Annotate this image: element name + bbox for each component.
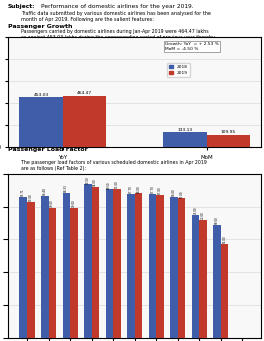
Text: 79.00: 79.00	[50, 200, 54, 207]
Text: 453.03: 453.03	[34, 93, 49, 97]
Bar	[149, 194, 156, 338]
Bar	[170, 197, 178, 338]
Bar	[20, 197, 27, 338]
Bar	[221, 244, 228, 338]
Bar	[199, 220, 207, 338]
Text: 72.00: 72.00	[201, 211, 205, 219]
Text: Traffic data submitted by various domestic airlines has been analysed for the
mo: Traffic data submitted by various domest…	[21, 11, 210, 21]
Text: 109.95: 109.95	[221, 130, 236, 134]
Bar	[192, 215, 199, 338]
Text: 75.00: 75.00	[194, 206, 197, 214]
Text: 57.00: 57.00	[223, 236, 227, 243]
Bar	[41, 196, 49, 338]
Bar	[84, 184, 92, 338]
Text: 83.00: 83.00	[29, 193, 33, 201]
Text: 87.00: 87.00	[158, 187, 162, 194]
Bar	[63, 193, 70, 338]
Bar	[106, 189, 113, 338]
Text: Passenger Growth: Passenger Growth	[8, 24, 72, 29]
Text: 69.00: 69.00	[215, 216, 219, 224]
Text: 93.50: 93.50	[86, 176, 90, 184]
Text: Growth: YoY  = + 2.53 %
MoM = -4.50 %: Growth: YoY = + 2.53 % MoM = -4.50 %	[165, 42, 219, 51]
Bar	[27, 202, 35, 338]
Bar	[113, 189, 121, 338]
Text: 79.00: 79.00	[72, 200, 76, 207]
Bar	[92, 187, 99, 338]
Text: The passenger load factors of various scheduled domestic airlines in Apr 2019
ar: The passenger load factors of various sc…	[21, 161, 206, 171]
Bar	[20, 97, 63, 147]
Legend: 2018, 2019: 2018, 2019	[167, 63, 190, 77]
Text: Performance of domestic airlines for the year 2019.: Performance of domestic airlines for the…	[41, 4, 194, 9]
Text: Passengers carried by domestic airlines during Jan-Apr 2019 were 464.47 lakhs
as: Passengers carried by domestic airlines …	[21, 29, 214, 46]
Bar	[135, 193, 142, 338]
Bar	[63, 96, 106, 147]
Text: 85.00: 85.00	[180, 190, 183, 197]
Text: 86.00: 86.00	[172, 188, 176, 196]
Text: 92.00: 92.00	[93, 178, 97, 186]
Text: Subject:: Subject:	[8, 4, 35, 9]
Text: 464.47: 464.47	[77, 91, 92, 95]
Text: 133.13: 133.13	[177, 128, 193, 132]
Text: 88.33: 88.33	[64, 184, 68, 192]
Text: 88.00: 88.00	[136, 185, 140, 193]
Bar	[178, 198, 185, 338]
Text: 87.70: 87.70	[129, 186, 133, 193]
Bar	[70, 208, 78, 338]
Text: Passenger Load Factor: Passenger Load Factor	[8, 147, 88, 152]
Bar	[213, 225, 221, 338]
Text: 90.50: 90.50	[107, 181, 111, 189]
Text: 86.48: 86.48	[43, 187, 47, 195]
Bar	[207, 135, 250, 147]
Bar	[49, 208, 56, 338]
Bar	[127, 194, 135, 338]
Text: 85.71: 85.71	[21, 189, 25, 196]
Bar	[163, 132, 207, 147]
Text: 87.70: 87.70	[150, 186, 154, 193]
Bar	[156, 195, 164, 338]
Text: 91.00: 91.00	[115, 180, 119, 188]
